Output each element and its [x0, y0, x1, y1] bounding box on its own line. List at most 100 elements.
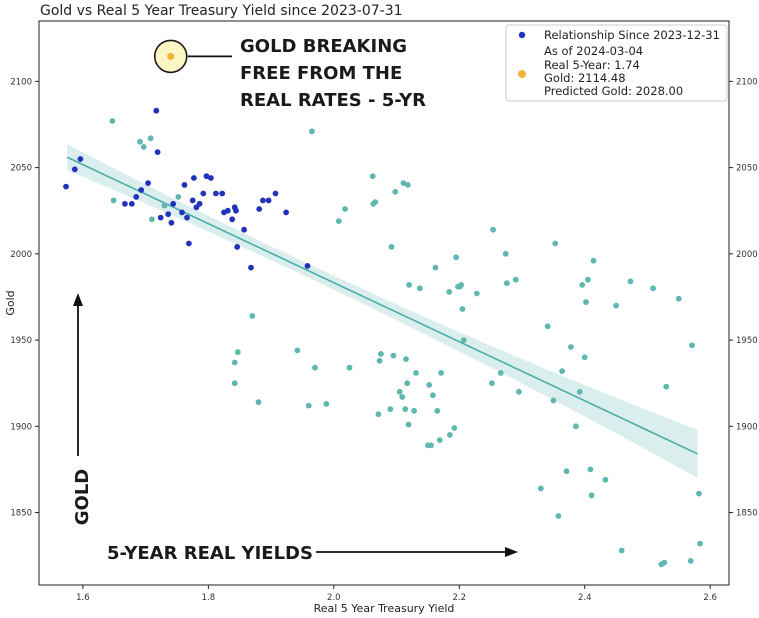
- older-point: [416, 285, 423, 292]
- older-point: [459, 306, 466, 312]
- legend-recent-marker: [518, 31, 526, 39]
- recent-points-layer: [63, 107, 311, 271]
- older-point: [573, 423, 579, 430]
- older-point: [161, 202, 168, 209]
- recent-point: [181, 182, 188, 188]
- older-point: [613, 302, 619, 309]
- older-point: [697, 540, 703, 547]
- recent-point: [184, 214, 190, 221]
- recent-point: [186, 240, 192, 247]
- older-point: [110, 197, 117, 204]
- y-tick-label-left: 2050: [10, 164, 32, 174]
- older-point: [140, 144, 147, 150]
- y-tick-label-right: 2100: [736, 77, 758, 87]
- yields-arrow-head: [505, 547, 518, 557]
- older-point: [387, 406, 394, 412]
- older-point: [579, 282, 586, 288]
- older-point: [650, 285, 656, 292]
- confidence-band-layer: [67, 144, 698, 479]
- older-point: [568, 344, 574, 350]
- yields-axis-annotation: 5-YEAR REAL YIELDS: [107, 543, 313, 564]
- older-point: [490, 226, 496, 233]
- recent-point: [145, 180, 152, 187]
- older-point: [390, 352, 397, 359]
- older-point: [661, 559, 668, 566]
- older-point: [234, 349, 241, 356]
- recent-point: [138, 187, 145, 193]
- older-point: [663, 383, 670, 390]
- y-axis-label: Gold: [4, 290, 17, 315]
- older-point: [375, 411, 382, 418]
- older-point: [376, 357, 383, 364]
- older-point: [502, 250, 509, 257]
- older-point: [504, 280, 510, 287]
- plot-area-frame: [38, 20, 730, 586]
- older-point: [563, 468, 570, 475]
- recent-point: [234, 244, 241, 250]
- recent-point: [233, 207, 239, 214]
- recent-point: [179, 209, 185, 216]
- x-tick-label: 1.6: [76, 593, 90, 603]
- recent-point: [189, 197, 196, 204]
- older-point: [137, 138, 143, 145]
- older-point: [426, 382, 433, 388]
- x-tick-label: 2.4: [578, 593, 592, 603]
- y-tick-label-left: 2100: [10, 77, 32, 87]
- older-point: [399, 394, 406, 400]
- older-point: [489, 380, 495, 387]
- legend-current-marker: [518, 70, 526, 78]
- y-tick-label-left: 1950: [10, 336, 32, 346]
- recent-point: [170, 200, 177, 207]
- gold-annotation: GOLD: [72, 293, 93, 525]
- older-point: [335, 218, 342, 225]
- older-point: [555, 513, 562, 519]
- older-point: [404, 182, 411, 188]
- x-tick-label: 2.6: [703, 593, 717, 603]
- y-axis-ticks: 1850 1850 1900 1900 1950 1950 2000 2000 2050 2050…: [10, 77, 757, 518]
- recent-point: [128, 200, 135, 207]
- recent-point: [133, 194, 140, 200]
- gold-axis-annotation: GOLD: [72, 469, 93, 526]
- recent-point: [304, 263, 311, 269]
- older-point: [149, 216, 155, 223]
- older-point: [342, 206, 348, 212]
- older-point: [400, 180, 407, 187]
- recent-point: [157, 214, 164, 221]
- recent-point: [203, 173, 210, 180]
- older-point: [109, 118, 116, 124]
- older-point: [404, 380, 411, 387]
- older-point: [537, 485, 544, 492]
- recent-point: [165, 211, 172, 218]
- older-point: [447, 432, 453, 438]
- older-point: [402, 406, 409, 412]
- older-point: [559, 368, 565, 374]
- recent-point: [63, 183, 69, 190]
- older-point: [406, 282, 412, 288]
- older-point: [312, 364, 318, 371]
- older-point: [411, 407, 417, 414]
- recent-point: [272, 190, 279, 197]
- older-point: [627, 278, 634, 285]
- older-point: [294, 347, 301, 354]
- confidence-band: [67, 144, 698, 479]
- older-point: [346, 364, 353, 371]
- recent-point: [241, 226, 248, 233]
- legend: Relationship Since 2023-12-31 As of 2024…: [505, 24, 728, 102]
- regression-line: [66, 156, 698, 455]
- older-point: [687, 558, 694, 564]
- older-point: [403, 356, 409, 362]
- current-point-callout: GOLD BREAKING FREE FROM THE REAL RATES -…: [153, 36, 426, 111]
- older-point: [436, 437, 443, 443]
- y-tick-label-left: 1900: [10, 422, 32, 432]
- older-point: [689, 342, 695, 349]
- legend-box: [505, 24, 728, 102]
- older-point: [231, 359, 238, 366]
- recent-point: [260, 197, 266, 204]
- y-tick-label-left: 2000: [10, 250, 32, 260]
- older-point: [446, 288, 453, 295]
- older-point: [473, 290, 480, 297]
- older-points-layer: [109, 118, 703, 568]
- older-point: [388, 244, 395, 250]
- legend-series-label: Relationship Since 2023-12-31: [544, 28, 720, 42]
- older-point: [309, 128, 315, 135]
